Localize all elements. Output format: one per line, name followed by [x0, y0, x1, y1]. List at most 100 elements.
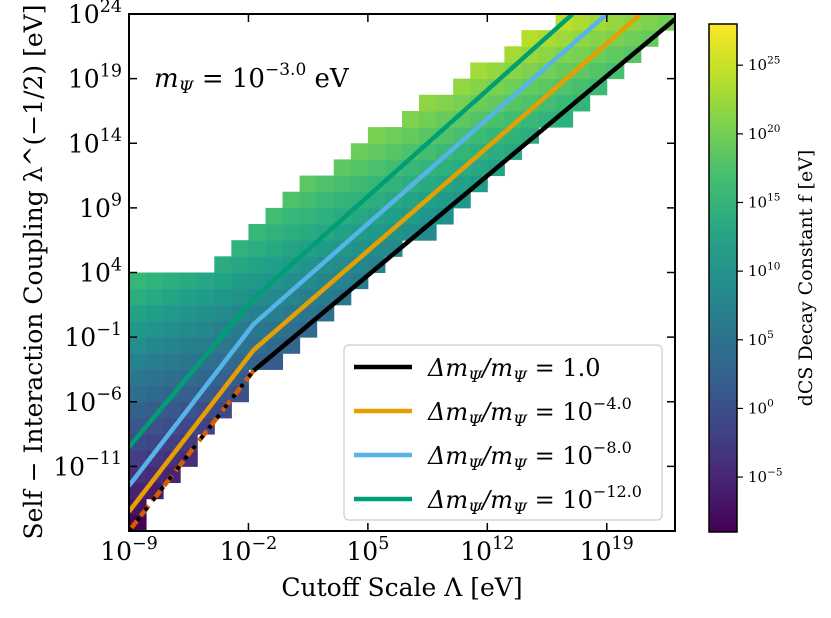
heatmap-cell [180, 272, 198, 290]
heatmap-cell [555, 46, 574, 63]
heatmap-cell [333, 191, 352, 209]
heatmap-cell [129, 272, 147, 290]
heatmap-cell [129, 434, 147, 451]
heatmap-cell [487, 127, 505, 144]
heatmap-cell [163, 320, 181, 338]
heatmap-cell [606, 14, 625, 31]
heatmap-cell [299, 224, 318, 241]
heatmap-cell [129, 401, 147, 419]
heatmap-cell [350, 207, 369, 225]
tick-label: 1020 [748, 123, 780, 143]
tick-label: 1014 [68, 126, 122, 158]
heatmap-cell [623, 30, 642, 47]
heatmap-cell [146, 320, 164, 338]
heatmap-cell [350, 143, 369, 160]
legend-label: ΔmΨ/mΨ = 10−4.0 [427, 394, 632, 430]
heatmap-cell [589, 62, 608, 80]
tick-label: 1010 [748, 260, 780, 280]
heatmap-cell [436, 191, 454, 209]
heatmap-cell [589, 46, 608, 63]
series-line [129, 14, 575, 449]
heatmap-cell [282, 191, 301, 209]
heatmap-cell [487, 143, 505, 160]
heatmap-cell [350, 175, 369, 193]
heatmap-cell [146, 288, 164, 306]
legend: ΔmΨ/mΨ = 1.0 ΔmΨ/mΨ = 10−4.0 ΔmΨ/mΨ = 10−8… [343, 344, 663, 521]
heatmap-cell [555, 30, 574, 47]
x-axis-ticks: 10−9 10−2 105 1012 1019 [100, 14, 634, 566]
heatmap-cell [333, 175, 352, 193]
heatmap-cell [180, 353, 198, 370]
heatmap-cell [231, 288, 249, 306]
heatmap-cell [129, 369, 147, 387]
heatmap-cell [538, 46, 557, 63]
heatmap-cell [163, 288, 181, 306]
heatmap-cell [367, 175, 386, 193]
heatmap-cell [248, 272, 266, 290]
heatmap-cell [146, 272, 164, 290]
heatmap-cell [248, 256, 266, 273]
heatmap-cell [197, 320, 215, 338]
heatmap-cell [384, 224, 403, 241]
heatmap-cell [265, 224, 284, 241]
heatmap-cell [504, 46, 522, 63]
heatmap-cell [129, 304, 147, 322]
heatmap-cell [640, 14, 659, 31]
heatmap-cell [146, 369, 164, 387]
heatmap-cell [265, 240, 284, 257]
heatmap-cell [129, 320, 147, 338]
tick-label: 1015 [748, 192, 780, 212]
heatmap-cell [316, 175, 335, 193]
heatmap-cell [572, 14, 591, 31]
heatmap-cell [453, 78, 471, 96]
tick-label: 1024 [68, 0, 122, 29]
tick-label: 109 [79, 191, 122, 223]
tick-label: 100 [748, 398, 774, 418]
tick-label: 1025 [748, 54, 780, 74]
heatmap-cell [316, 191, 335, 209]
heatmap-cell [657, 14, 675, 31]
legend-label: ΔmΨ/mΨ = 10−12.0 [427, 482, 642, 518]
heatmap-cell [231, 256, 249, 273]
colorbar [708, 23, 738, 533]
heatmap-cell [129, 385, 147, 403]
heatmap-cell [299, 175, 318, 193]
heatmap-cell [214, 304, 232, 322]
x-axis-label: Cutoff Scale Λ [eV] [281, 573, 522, 602]
heatmap-cell [197, 417, 215, 435]
heatmap-cell [231, 385, 249, 403]
heatmap-cell [163, 304, 181, 322]
heatmap-cell [436, 159, 454, 177]
heatmap-cell [231, 272, 249, 290]
heatmap-cell [214, 256, 232, 273]
tick-label: 105 [748, 329, 774, 349]
series-line [252, 17, 675, 373]
heatmap-cell [384, 127, 403, 144]
heatmap-cell [180, 385, 198, 403]
heatmap-cell [402, 191, 420, 209]
tick-label: 10−6 [64, 385, 122, 417]
heatmap-cell [470, 62, 488, 80]
heatmap-cell [316, 207, 335, 225]
heatmap-cell [521, 127, 539, 144]
heatmap-cell [214, 320, 232, 338]
tick-label: 10−2 [220, 534, 278, 566]
heatmap-cell [367, 191, 386, 209]
heatmap-cell [384, 143, 403, 160]
heatmap-cell [589, 30, 608, 47]
heatmap-cell [163, 401, 181, 419]
tick-label: 1019 [68, 61, 122, 93]
tick-label: 10−5 [748, 466, 783, 486]
heatmap-cell [129, 353, 147, 370]
heatmap-cell [214, 288, 232, 306]
heatmap-cell [180, 320, 198, 338]
heatmap-cell [419, 175, 437, 193]
heatmap-cell [521, 30, 539, 47]
heatmap-cell [367, 127, 386, 144]
heatmap-cell [265, 256, 284, 273]
heatmap-cell [146, 353, 164, 370]
tick-label: 10−1 [64, 320, 122, 352]
series-lines [129, 14, 675, 531]
heatmap-cell [282, 304, 301, 322]
